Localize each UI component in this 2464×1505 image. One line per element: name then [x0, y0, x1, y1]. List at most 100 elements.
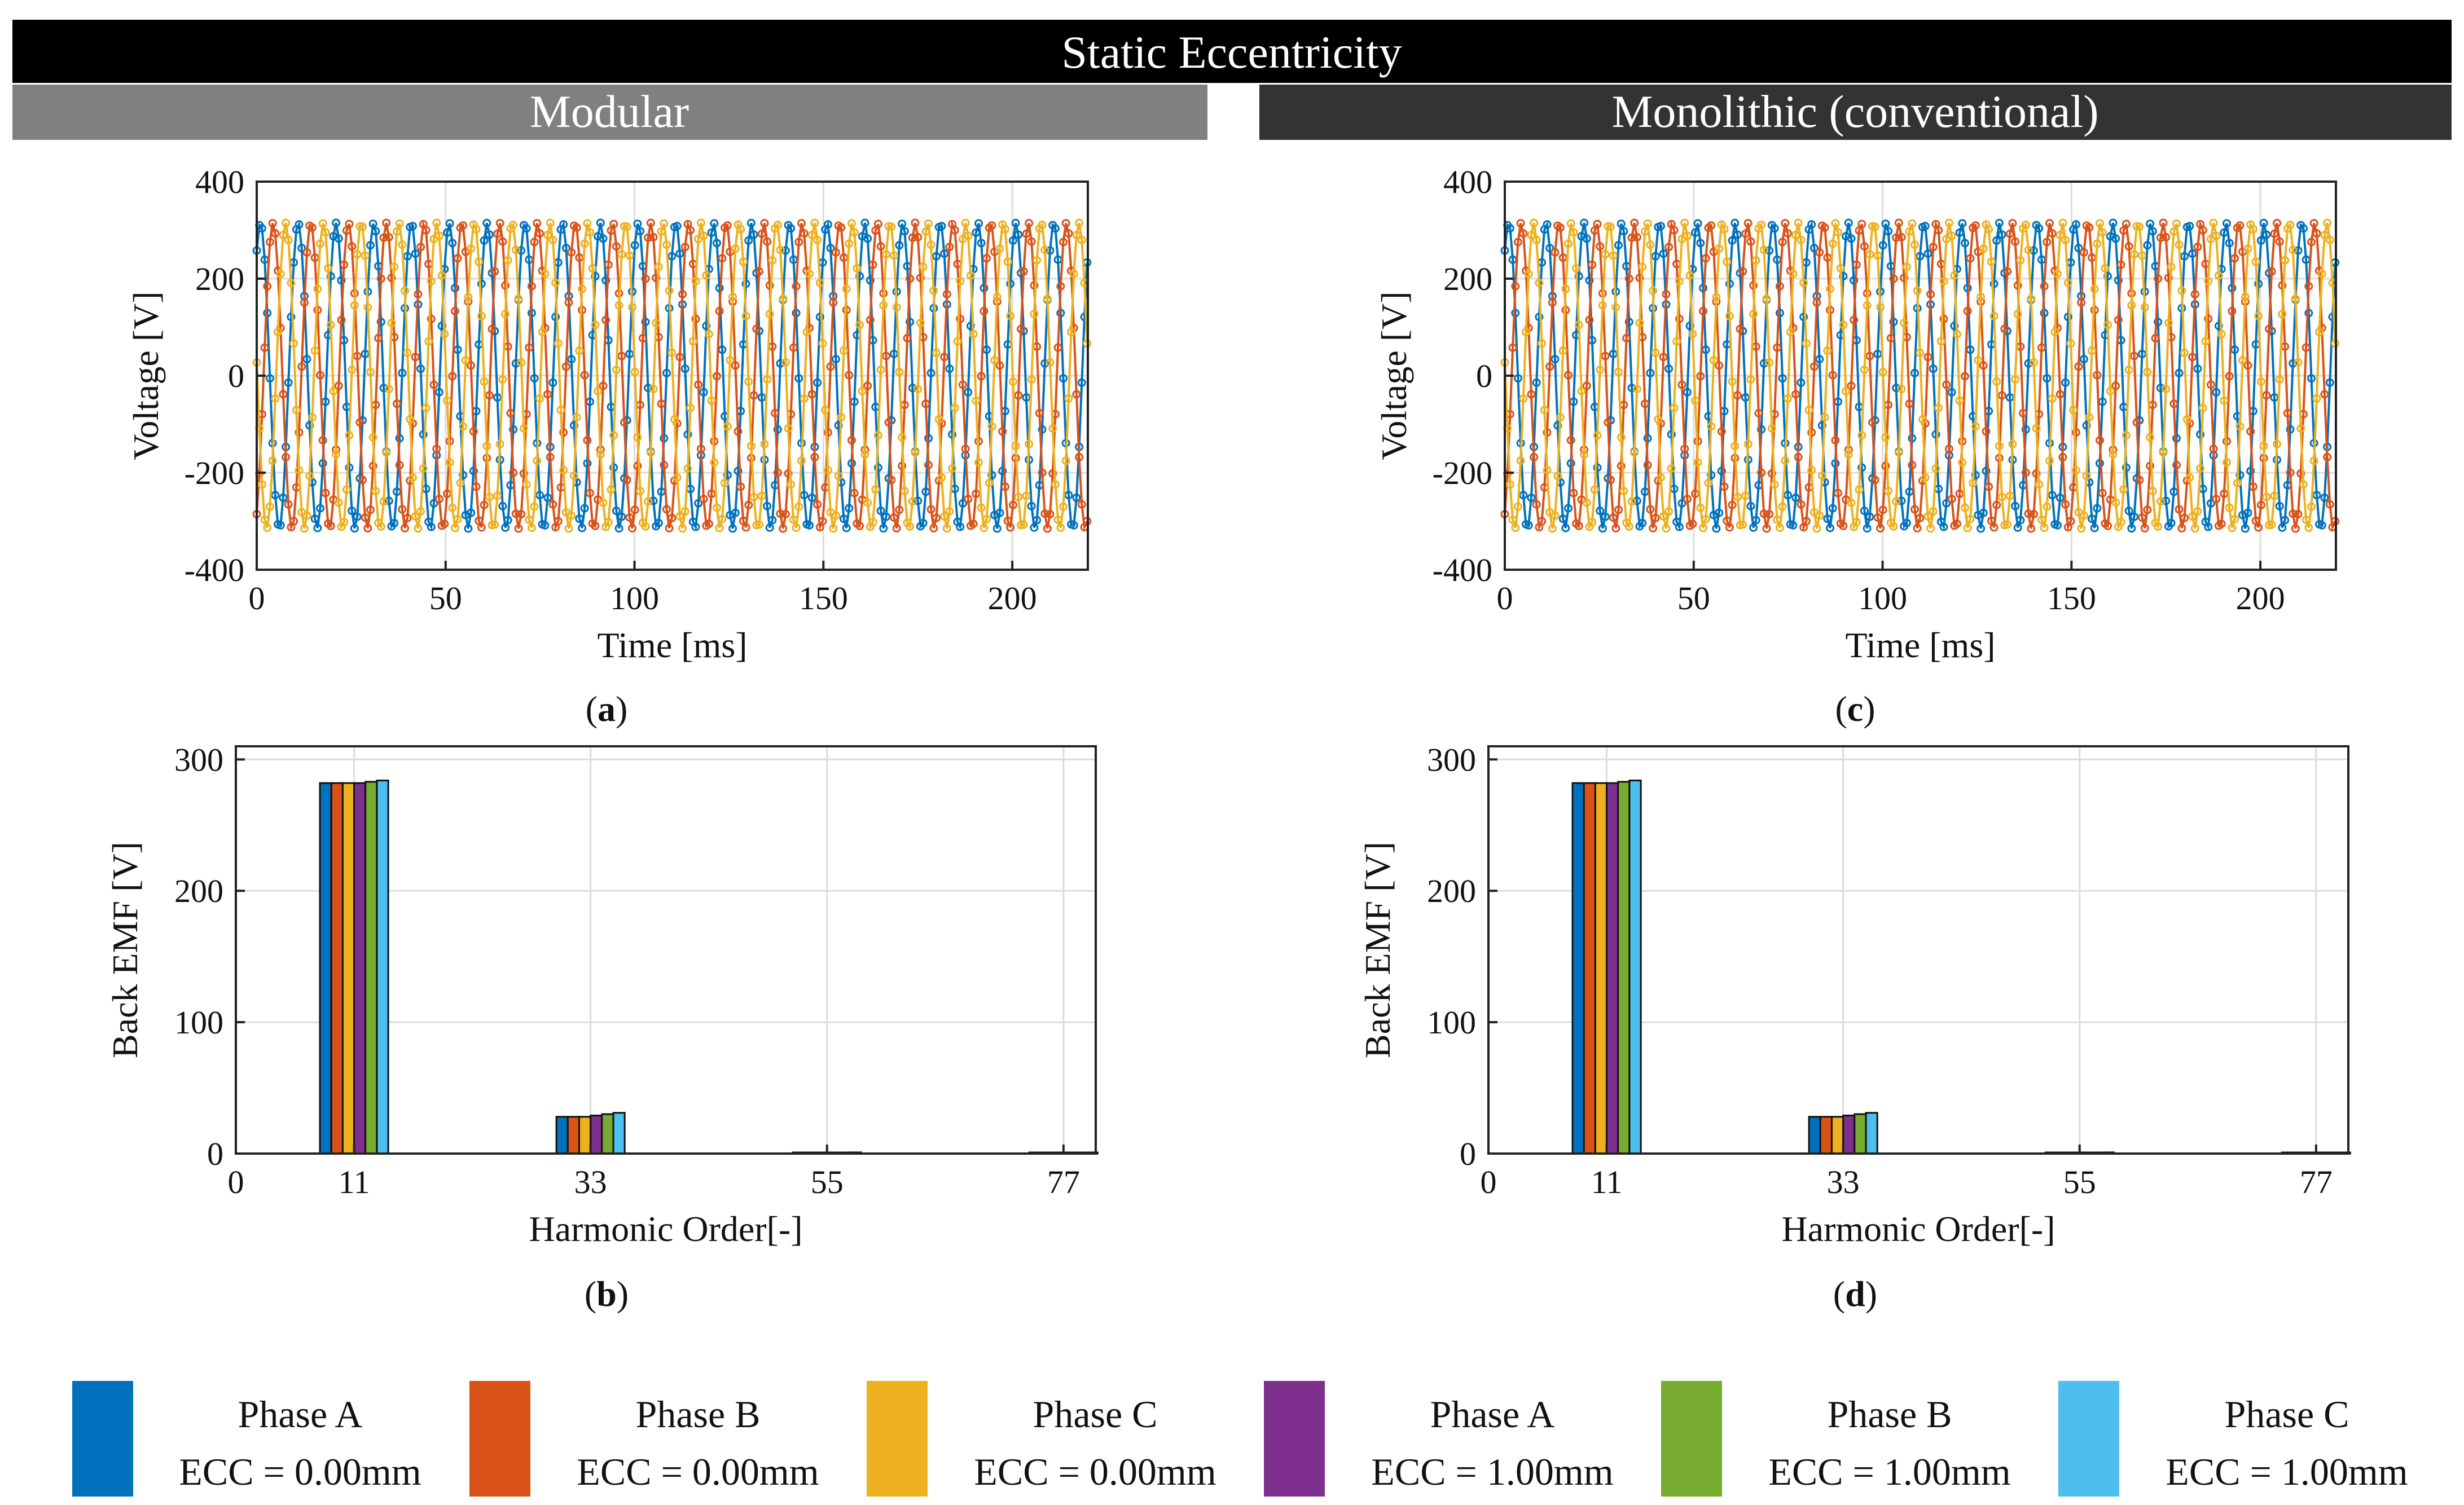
data-point: [2016, 256, 2025, 265]
data-point: [350, 301, 359, 310]
data-point: [302, 355, 311, 364]
data-point: [376, 318, 385, 327]
data-point: [1574, 320, 1583, 329]
data-point: [1982, 427, 1991, 436]
data-point: [1622, 334, 1631, 342]
data-point: [2325, 236, 2334, 244]
data-point: [821, 406, 830, 415]
data-point: [271, 394, 280, 403]
data-point: [1638, 262, 1647, 271]
data-point: [638, 334, 647, 342]
data-point: [1527, 390, 1536, 399]
data-point: [2101, 264, 2110, 273]
data-point: [1839, 521, 1848, 530]
data-point: [1966, 514, 1975, 523]
data-point: [1868, 418, 1877, 427]
data-point: [2071, 428, 2080, 437]
data-point: [2307, 374, 2316, 383]
series-line: [1504, 221, 2336, 531]
legend-label-line1: Phase C: [1033, 1393, 1158, 1436]
data-point: [1857, 219, 1866, 228]
data-point: [2154, 274, 2163, 283]
data-point: [2029, 358, 2038, 367]
data-point: [2093, 239, 2102, 248]
data-point: [873, 431, 882, 440]
data-point: [2138, 513, 2146, 522]
data-point: [2043, 374, 2052, 383]
data-point: [694, 499, 703, 508]
data-point: [1659, 353, 1668, 362]
data-point: [297, 362, 306, 371]
data-point: [792, 282, 801, 291]
data-point: [1797, 500, 1806, 509]
data-point: [326, 521, 335, 530]
data-point: [1944, 218, 1953, 227]
data-point: [1860, 242, 1869, 251]
data-point: [2217, 329, 2226, 338]
data-point: [271, 229, 280, 238]
data-point: [826, 244, 835, 253]
data-point: [268, 456, 277, 465]
data-point: [826, 362, 835, 371]
data-point: [2180, 513, 2189, 522]
data-point: [302, 511, 311, 520]
data-point: [995, 244, 1004, 253]
data-point: [395, 461, 404, 469]
data-point: [641, 274, 650, 283]
data-point: [2045, 456, 2054, 465]
data-point: [1865, 351, 1874, 360]
data-point: [1873, 513, 1882, 522]
data-point: [411, 249, 420, 258]
data-point: [2320, 390, 2329, 399]
data-point: [1741, 393, 1750, 402]
data-point: [1064, 491, 1073, 500]
data-point: [657, 227, 666, 236]
data-point: [932, 513, 941, 522]
data-point: [1022, 393, 1031, 402]
data-point: [1844, 218, 1853, 227]
data-point: [1627, 233, 1636, 242]
data-point: [898, 219, 907, 228]
data-point: [1926, 524, 1935, 533]
data-point: [2003, 520, 2011, 529]
bar: [1617, 781, 1631, 1155]
data-point: [1852, 260, 1861, 269]
data-point: [1950, 322, 1959, 331]
data-point: [371, 227, 380, 236]
data-point: [831, 511, 840, 520]
data-point: [1741, 230, 1750, 238]
data-point: [2320, 493, 2329, 502]
data-point: [2114, 276, 2123, 285]
data-point: [972, 396, 981, 405]
data-point: [1725, 523, 1734, 532]
data-point: [802, 328, 811, 337]
bar: [1583, 782, 1596, 1155]
data-point: [329, 386, 338, 395]
data-point: [263, 523, 272, 532]
data-point: [548, 500, 557, 509]
data-point: [456, 478, 465, 487]
data-point: [2164, 274, 2173, 283]
data-point: [919, 262, 928, 271]
data-point: [2008, 219, 2017, 228]
data-point: [853, 264, 862, 273]
data-point: [702, 322, 711, 331]
data-point: [1027, 501, 1036, 511]
data-point: [1662, 524, 1671, 533]
data-point: [1828, 371, 1837, 380]
data-point: [787, 480, 796, 489]
data-point: [2132, 418, 2141, 427]
y-tick-label: 300: [174, 741, 223, 778]
data-point: [680, 507, 689, 516]
data-point: [1989, 311, 1999, 320]
data-point: [1019, 520, 1028, 529]
data-point: [2267, 267, 2276, 276]
data-point: [1569, 228, 1578, 237]
data-point: [1035, 409, 1044, 417]
data-point: [1667, 430, 1676, 439]
data-point: [2291, 524, 2300, 533]
data-point: [1532, 378, 1541, 387]
data-point: [334, 234, 343, 243]
data-point: [1738, 520, 1747, 529]
data-point: [477, 523, 486, 532]
